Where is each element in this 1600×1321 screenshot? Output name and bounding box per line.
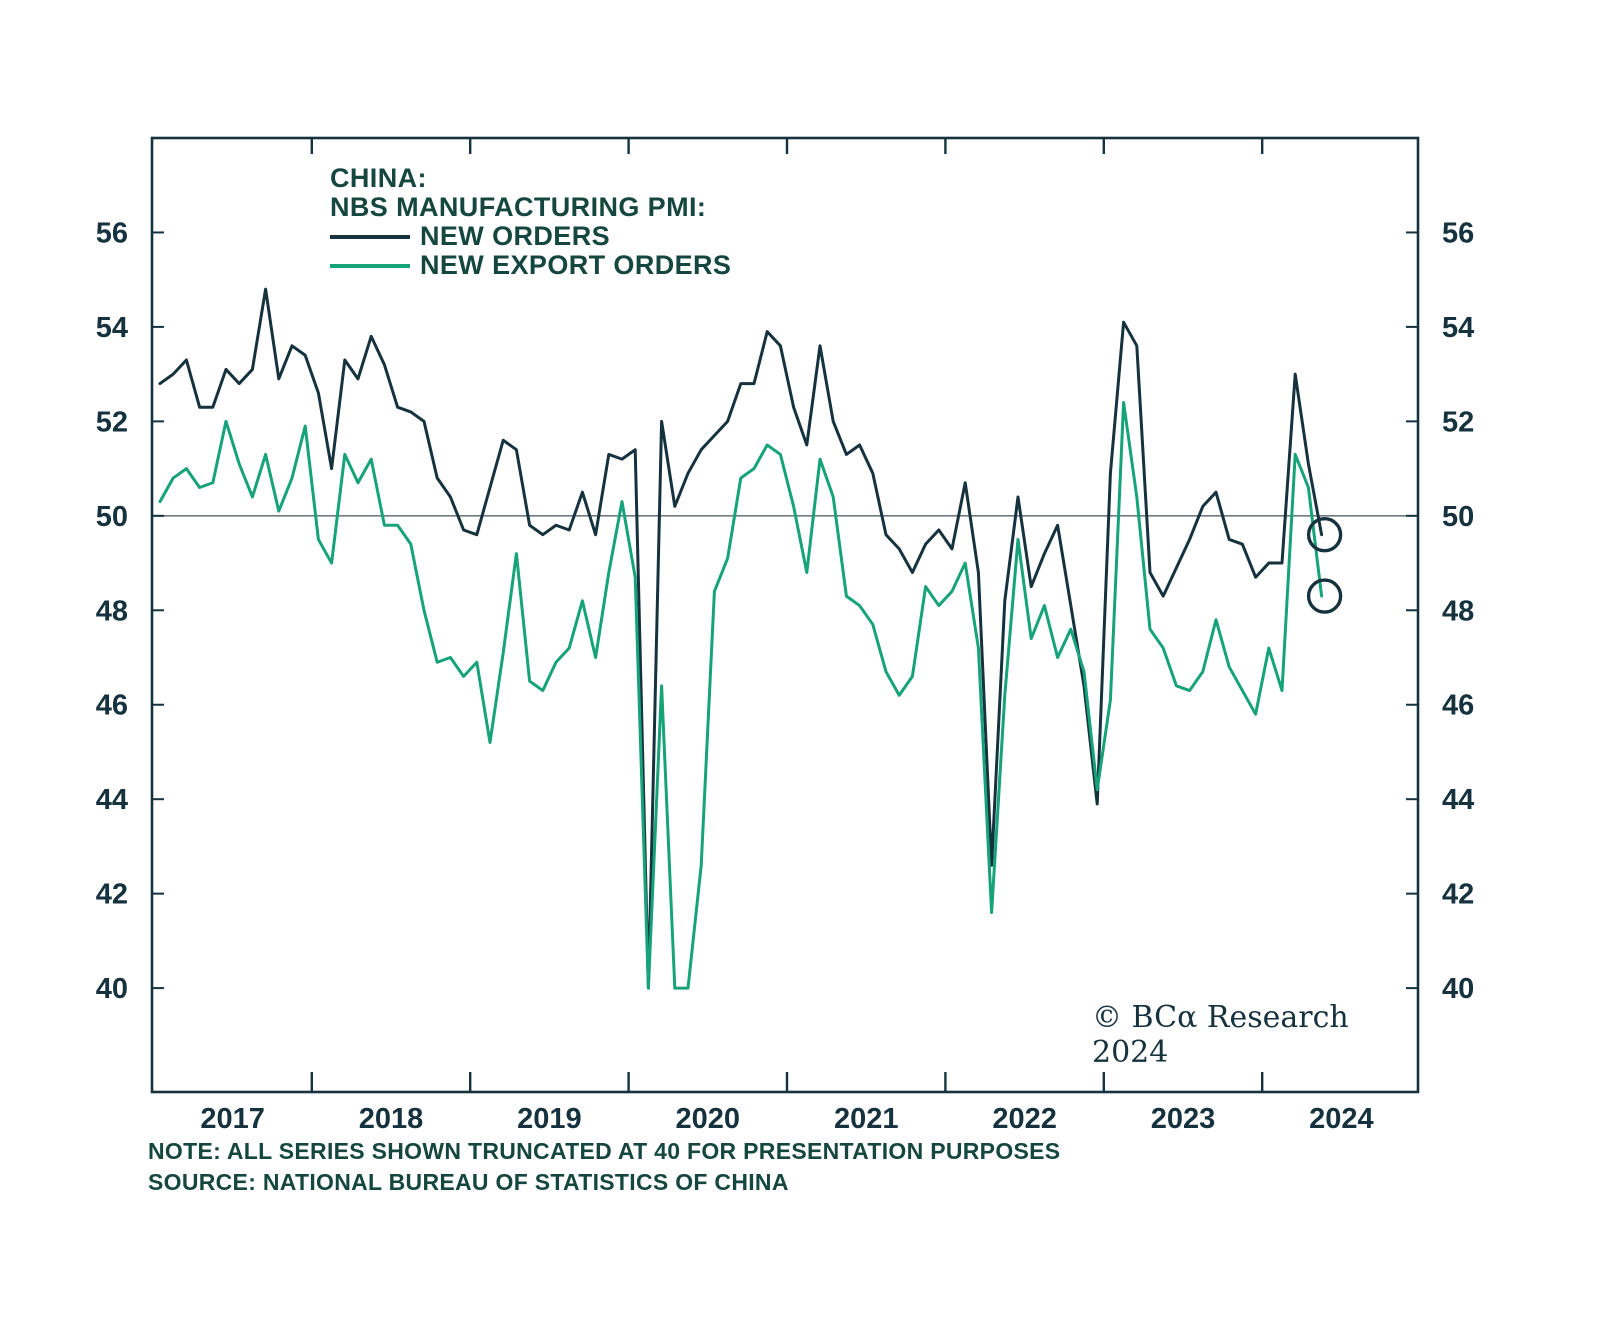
legend-item-new-export-orders: NEW EXPORT ORDERS [330, 250, 732, 280]
y-axis: 40 40 42 42 44 44 46 46 48 48 50 50 52 52 54 54 56 56 [96, 217, 1475, 1005]
new-export-orders-line-swatch [330, 263, 410, 268]
footnotes: NOTE: ALL SERIES SHOWN TRUNCATED AT 40 F… [148, 1136, 1060, 1198]
footnote-truncation: NOTE: ALL SERIES SHOWN TRUNCATED AT 40 F… [148, 1138, 1061, 1164]
x-tick-label: 2024 [1309, 1103, 1374, 1135]
y-tick-label-left: 46 [96, 690, 128, 722]
chart-title-line-1: CHINA: [330, 163, 427, 193]
y-tick-label-right: 50 [1442, 501, 1474, 533]
latest-point-circle [1306, 578, 1343, 614]
legend-item-new-orders: NEW ORDERS [330, 221, 731, 251]
plot-border [150, 136, 1420, 1094]
y-tick-label-left: 56 [96, 217, 128, 249]
x-tick-label: 2018 [359, 1103, 424, 1135]
new-orders-legend-label: NEW ORDERS [420, 221, 611, 251]
x-tick-label: 2022 [992, 1103, 1057, 1135]
footnote-source: SOURCE: NATIONAL BUREAU OF STATISTICS OF… [148, 1169, 789, 1195]
x-tick-label: 2020 [676, 1103, 741, 1135]
x-tick-label: 2017 [200, 1103, 265, 1135]
series-line-new-export-orders [158, 400, 1324, 990]
latest-point-circle [1306, 517, 1343, 553]
y-tick-label-left: 42 [96, 879, 128, 911]
series-line-new-orders [158, 287, 1324, 990]
y-tick-label-right: 48 [1442, 595, 1474, 627]
y-tick-label-right: 40 [1442, 973, 1474, 1005]
new-export-orders-legend-label: NEW EXPORT ORDERS [420, 250, 732, 280]
y-tick-label-right: 56 [1442, 217, 1474, 249]
chart-title-line-2: NBS MANUFACTURING PMI: [330, 192, 707, 222]
x-tick-label: 2019 [517, 1103, 582, 1135]
y-tick-label-right: 42 [1442, 879, 1474, 911]
copyright-notice: © BCα Research 2024 [1092, 1000, 1349, 1070]
y-tick-label-left: 40 [96, 973, 128, 1005]
y-tick-label-right: 44 [1442, 784, 1474, 816]
y-tick-label-left: 52 [96, 406, 128, 438]
y-tick-label-left: 44 [96, 784, 128, 816]
x-axis: 2017 2018 2019 2020 2021 2022 2023 2024 [200, 138, 1374, 1135]
x-tick-label: 2021 [834, 1103, 899, 1135]
x-tick-label: 2023 [1151, 1103, 1216, 1135]
y-tick-label-right: 52 [1442, 406, 1474, 438]
y-tick-label-left: 54 [96, 312, 128, 344]
y-tick-label-left: 48 [96, 595, 128, 627]
chart-title-block: CHINA: NBS MANUFACTURING PMI: NEW ORDERS… [330, 164, 731, 280]
new-orders-line-swatch [330, 234, 410, 239]
y-tick-label-left: 50 [96, 501, 128, 533]
y-tick-label-right: 54 [1442, 312, 1474, 344]
y-tick-label-right: 46 [1442, 690, 1474, 722]
